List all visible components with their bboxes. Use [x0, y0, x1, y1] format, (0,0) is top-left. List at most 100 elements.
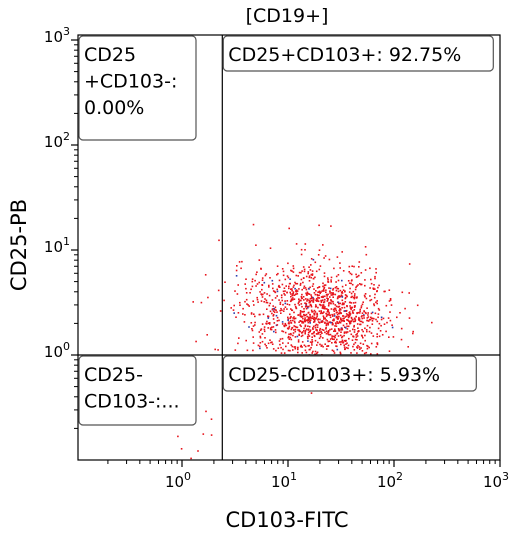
data-point [318, 268, 321, 271]
data-point [239, 301, 241, 304]
data-point [321, 321, 323, 323]
data-point [376, 343, 379, 346]
data-point [293, 329, 295, 331]
data-point [318, 224, 320, 227]
data-point [327, 345, 330, 347]
data-point [351, 306, 353, 309]
data-point [330, 299, 332, 301]
data-point [357, 318, 360, 321]
data-point [354, 318, 356, 320]
x-tick-label: 101 [271, 470, 297, 491]
data-point [342, 270, 345, 272]
data-point [327, 309, 329, 312]
data-point [293, 284, 295, 287]
data-point [317, 341, 319, 344]
data-point [344, 301, 347, 303]
data-point [297, 302, 300, 305]
data-point [276, 324, 279, 326]
data-point [407, 346, 409, 348]
data-point [325, 324, 328, 327]
data-point [315, 317, 317, 319]
data-point [349, 314, 351, 316]
data-point [254, 315, 256, 318]
data-point [293, 298, 296, 300]
data-point [299, 345, 302, 348]
data-point [371, 311, 374, 314]
data-point [293, 294, 296, 296]
data-point [352, 302, 355, 304]
data-point [273, 330, 275, 333]
data-point [364, 284, 366, 287]
data-point [305, 288, 308, 291]
data-point [303, 285, 306, 288]
data-point [349, 301, 351, 304]
data-point [359, 342, 362, 345]
data-point [312, 310, 314, 313]
data-point [369, 287, 371, 289]
data-point [311, 270, 314, 272]
data-point [300, 295, 303, 298]
data-point [336, 297, 339, 300]
data-point [327, 277, 329, 279]
data-point [342, 341, 345, 344]
data-point [376, 353, 379, 355]
data-point [357, 311, 359, 314]
data-point [319, 312, 322, 315]
data-point [339, 311, 341, 313]
data-point [408, 292, 410, 294]
data-point [352, 296, 355, 299]
data-point [282, 342, 284, 344]
data-point [400, 327, 403, 330]
data-point [332, 308, 335, 311]
data-point [309, 297, 312, 300]
data-point [210, 434, 213, 436]
data-point [358, 319, 360, 321]
data-point [325, 289, 327, 291]
data-point [292, 271, 295, 273]
data-point [230, 307, 232, 309]
data-point [289, 278, 291, 280]
data-point [308, 318, 310, 321]
data-point [269, 327, 272, 329]
data-point [338, 320, 341, 323]
data-point [340, 341, 342, 343]
data-point [306, 298, 309, 301]
gate-label-box-top-left [78, 35, 197, 141]
gate-label-bottom-left: CD25-CD103-:... [84, 364, 180, 413]
data-point [356, 312, 358, 314]
data-point [333, 352, 336, 354]
data-point [303, 344, 306, 347]
data-point [363, 317, 365, 319]
gate-label-box-bottom-right [222, 355, 477, 392]
data-point [271, 283, 274, 285]
data-point [312, 325, 315, 328]
data-point [334, 322, 337, 324]
data-point [335, 342, 337, 344]
data-point [350, 292, 353, 295]
data-point [362, 343, 365, 345]
data-point [252, 342, 255, 344]
data-point [269, 339, 271, 341]
data-point [311, 274, 314, 276]
data-point [330, 276, 333, 279]
data-point [272, 290, 275, 292]
data-point [306, 335, 309, 338]
data-point [374, 275, 376, 278]
data-point [349, 272, 352, 275]
y-axis-label: CD25-PB [7, 199, 31, 291]
data-point [337, 287, 340, 290]
data-point [314, 276, 316, 279]
data-point [279, 343, 281, 346]
data-point [283, 287, 286, 289]
data-point [360, 283, 362, 286]
data-point [359, 348, 361, 350]
data-point [235, 275, 238, 277]
data-point [382, 317, 385, 320]
data-point [330, 225, 332, 227]
data-point [365, 329, 368, 331]
data-point [279, 309, 281, 312]
data-point [347, 314, 349, 316]
data-point [269, 277, 271, 279]
data-point [356, 333, 358, 335]
data-point [296, 282, 299, 285]
